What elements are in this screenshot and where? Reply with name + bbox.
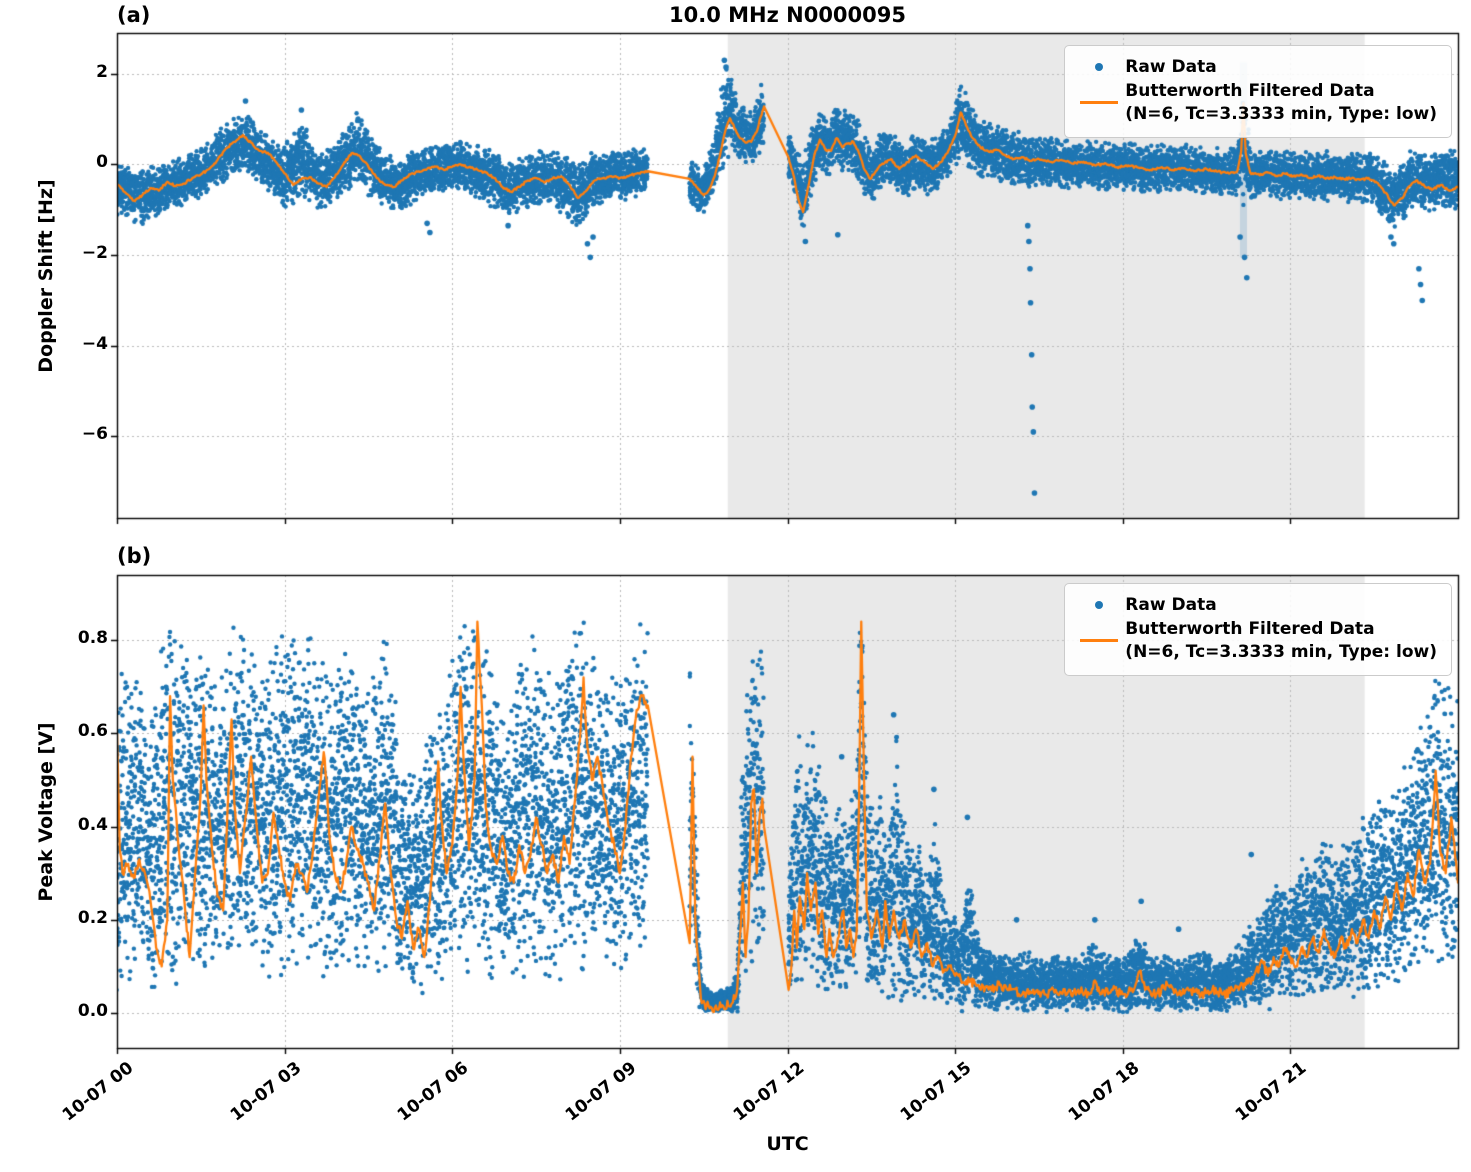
legend-entry-filtered: Butterworth Filtered Data (N=6, Tc=3.3333… bbox=[1073, 80, 1437, 125]
x-axis-label: UTC bbox=[766, 1133, 809, 1155]
y-tick-label: 0.0 bbox=[77, 1001, 108, 1022]
legend-entry-raw: Raw Data bbox=[1073, 56, 1437, 78]
legend-entry-filtered: Butterworth Filtered Data (N=6, Tc=3.3333… bbox=[1073, 618, 1437, 663]
legend-raw-label: Raw Data bbox=[1125, 595, 1217, 615]
y-tick-label: 0 bbox=[96, 152, 108, 173]
y-tick-label: 2 bbox=[96, 61, 108, 82]
y-tick-label: 0.8 bbox=[77, 628, 108, 649]
y-axis-label-voltage: Peak Voltage [V] bbox=[35, 721, 57, 902]
panel-label-b: (b) bbox=[117, 544, 152, 568]
y-tick-label: −4 bbox=[81, 333, 108, 354]
y-tick-label: 0.2 bbox=[77, 907, 108, 928]
legend-filtered-label: Butterworth Filtered Data (N=6, Tc=3.3333… bbox=[1125, 81, 1437, 124]
filtered-data-marker-icon bbox=[1073, 639, 1125, 643]
legend-filtered-label: Butterworth Filtered Data (N=6, Tc=3.3333… bbox=[1125, 619, 1437, 662]
y-tick-label: 0.6 bbox=[77, 721, 108, 742]
raw-data-marker-icon bbox=[1073, 601, 1125, 610]
legend-raw-label: Raw Data bbox=[1125, 57, 1217, 77]
y-tick-label: 0.4 bbox=[77, 814, 108, 835]
raw-data-marker-icon bbox=[1073, 63, 1125, 72]
legend-a: Raw Data Butterworth Filtered Data (N=6, … bbox=[1064, 45, 1452, 139]
y-tick-label: −2 bbox=[81, 243, 108, 264]
y-tick-label: −6 bbox=[81, 424, 108, 445]
figure-title: 10.0 MHz N0000095 bbox=[669, 3, 906, 27]
filtered-data-marker-icon bbox=[1073, 101, 1125, 105]
legend-b: Raw Data Butterworth Filtered Data (N=6, … bbox=[1064, 583, 1452, 677]
legend-entry-raw: Raw Data bbox=[1073, 594, 1437, 616]
panel-label-a: (a) bbox=[117, 3, 151, 27]
